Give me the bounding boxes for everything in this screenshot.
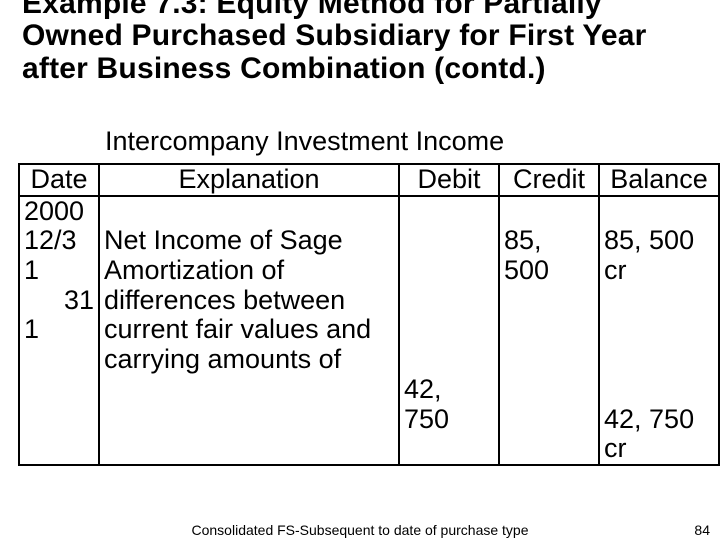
footer-text: Consolidated FS-Subsequent to date of pu… [192, 522, 529, 538]
page-number: 84 [694, 522, 710, 538]
col-header-debit: Debit [399, 164, 499, 196]
ledger-table: Date Explanation Debit Credit Balance 20… [18, 163, 720, 466]
table-header-row: Date Explanation Debit Credit Balance [19, 164, 719, 196]
cell-date: 2000 12/3 1 31 1 [19, 196, 99, 465]
col-header-balance: Balance [599, 164, 719, 196]
col-header-date: Date [19, 164, 99, 196]
cell-explanation: Net Income of Sage Amortization of diffe… [99, 196, 399, 465]
col-header-explanation: Explanation [99, 164, 399, 196]
col-header-credit: Credit [499, 164, 599, 196]
cell-credit: 85, 500 [499, 196, 599, 465]
slide: Example 7.3: Equity Method for Partially… [0, 0, 720, 528]
slide-title: Example 7.3: Equity Method for Partially… [22, 0, 702, 85]
cell-debit: 42, 750 [399, 196, 499, 465]
account-title: Intercompany Investment Income [105, 128, 504, 155]
cell-balance: 85, 500 cr 42, 750 cr [599, 196, 719, 465]
table-row: 2000 12/3 1 31 1 Net Income of Sage Amor… [19, 196, 719, 465]
